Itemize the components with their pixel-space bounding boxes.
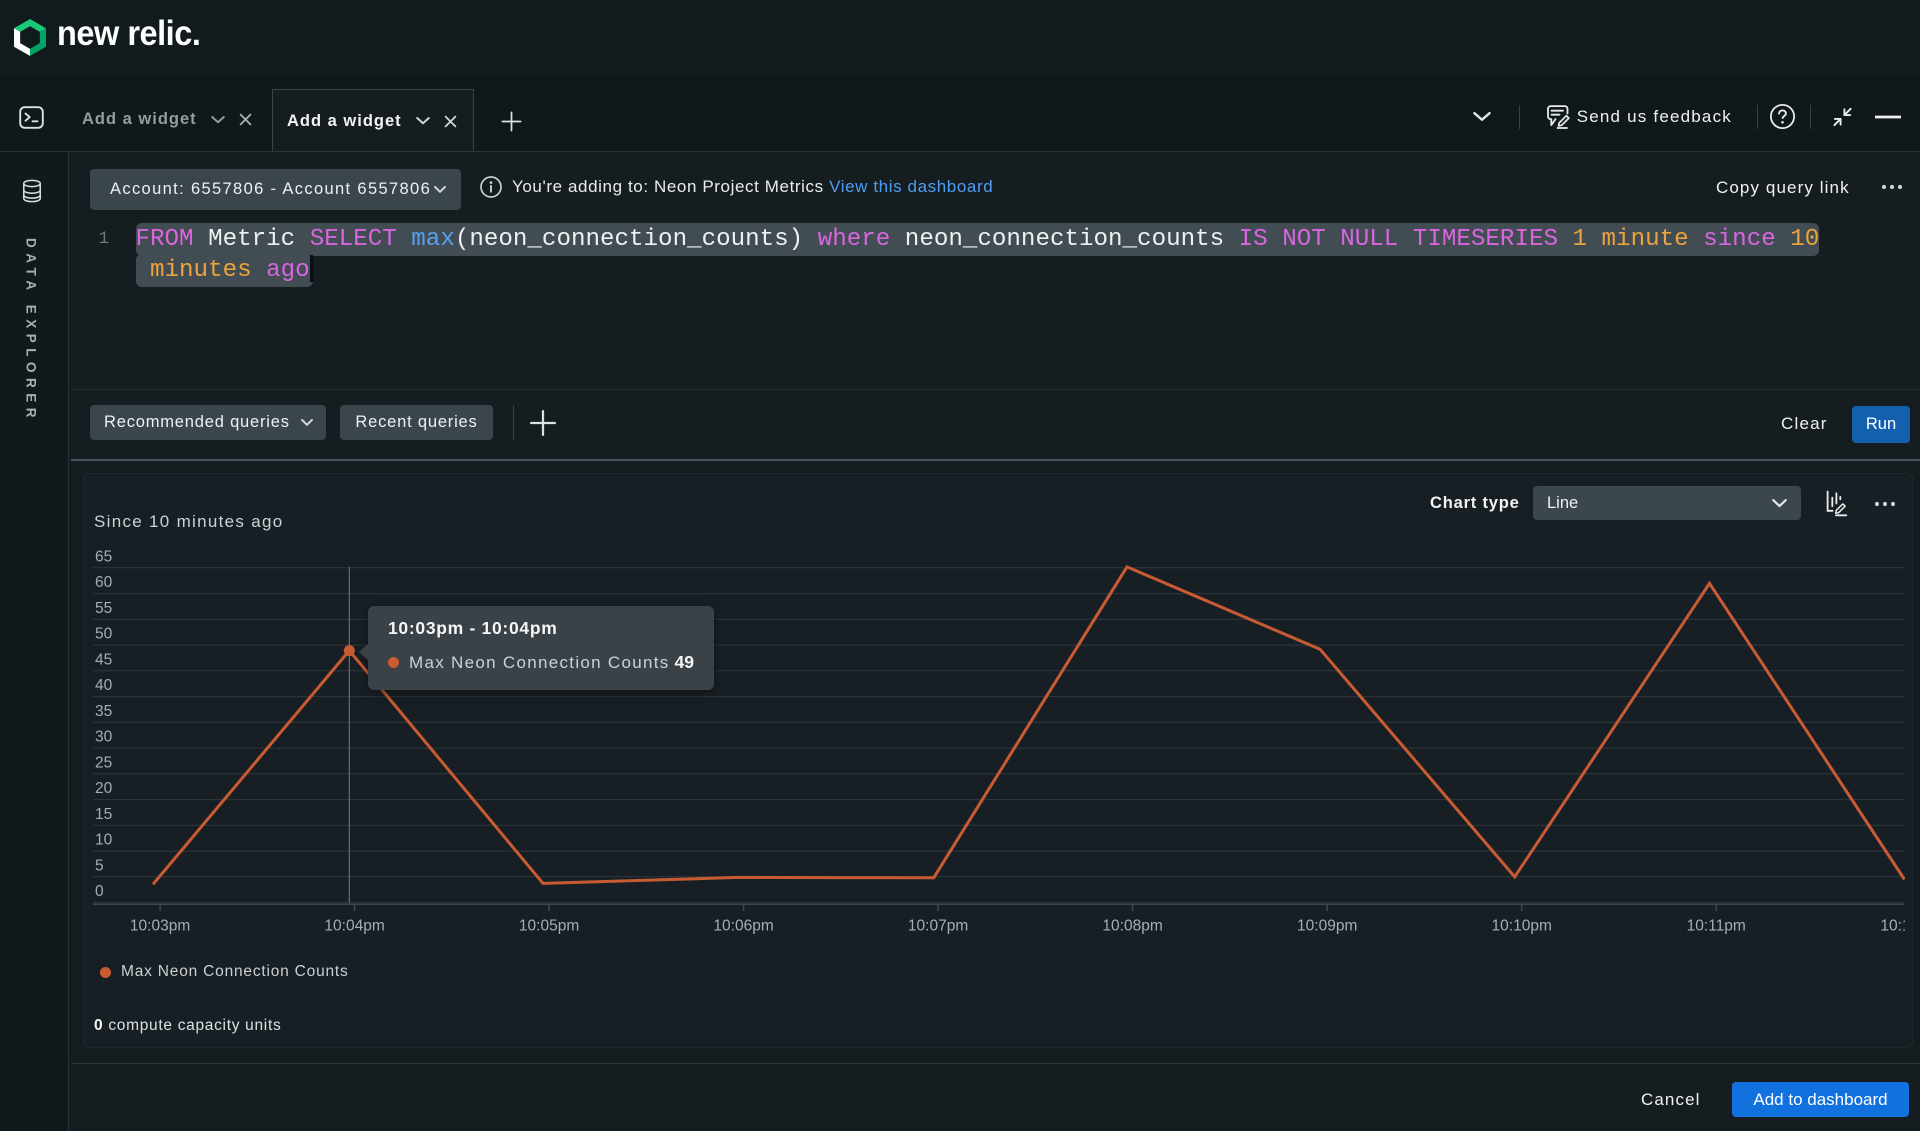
svg-text:10:09pm: 10:09pm xyxy=(1297,918,1357,935)
svg-text:10: 10 xyxy=(95,832,113,849)
svg-text:0: 0 xyxy=(95,883,104,900)
svg-text:60: 60 xyxy=(95,574,113,591)
svg-text:20: 20 xyxy=(95,780,113,797)
svg-text:30: 30 xyxy=(95,729,113,746)
svg-text:10:03pm: 10:03pm xyxy=(130,918,190,935)
svg-text:35: 35 xyxy=(95,703,112,720)
svg-text:15: 15 xyxy=(95,806,112,823)
svg-text:45: 45 xyxy=(95,651,112,668)
svg-text:10:12pm: 10:12pm xyxy=(1880,918,1920,935)
svg-text:10:10pm: 10:10pm xyxy=(1492,918,1552,935)
svg-text:10:08pm: 10:08pm xyxy=(1102,918,1162,935)
svg-text:10:07pm: 10:07pm xyxy=(908,918,968,935)
svg-text:10:06pm: 10:06pm xyxy=(713,918,773,935)
svg-text:10:11pm: 10:11pm xyxy=(1687,918,1746,935)
svg-text:40: 40 xyxy=(95,677,113,694)
svg-text:10:05pm: 10:05pm xyxy=(519,918,579,935)
svg-text:5: 5 xyxy=(95,857,104,874)
svg-text:65: 65 xyxy=(95,548,112,565)
svg-text:50: 50 xyxy=(95,626,113,643)
svg-text:55: 55 xyxy=(95,600,112,617)
svg-text:25: 25 xyxy=(95,754,112,771)
svg-text:10:04pm: 10:04pm xyxy=(324,918,384,935)
